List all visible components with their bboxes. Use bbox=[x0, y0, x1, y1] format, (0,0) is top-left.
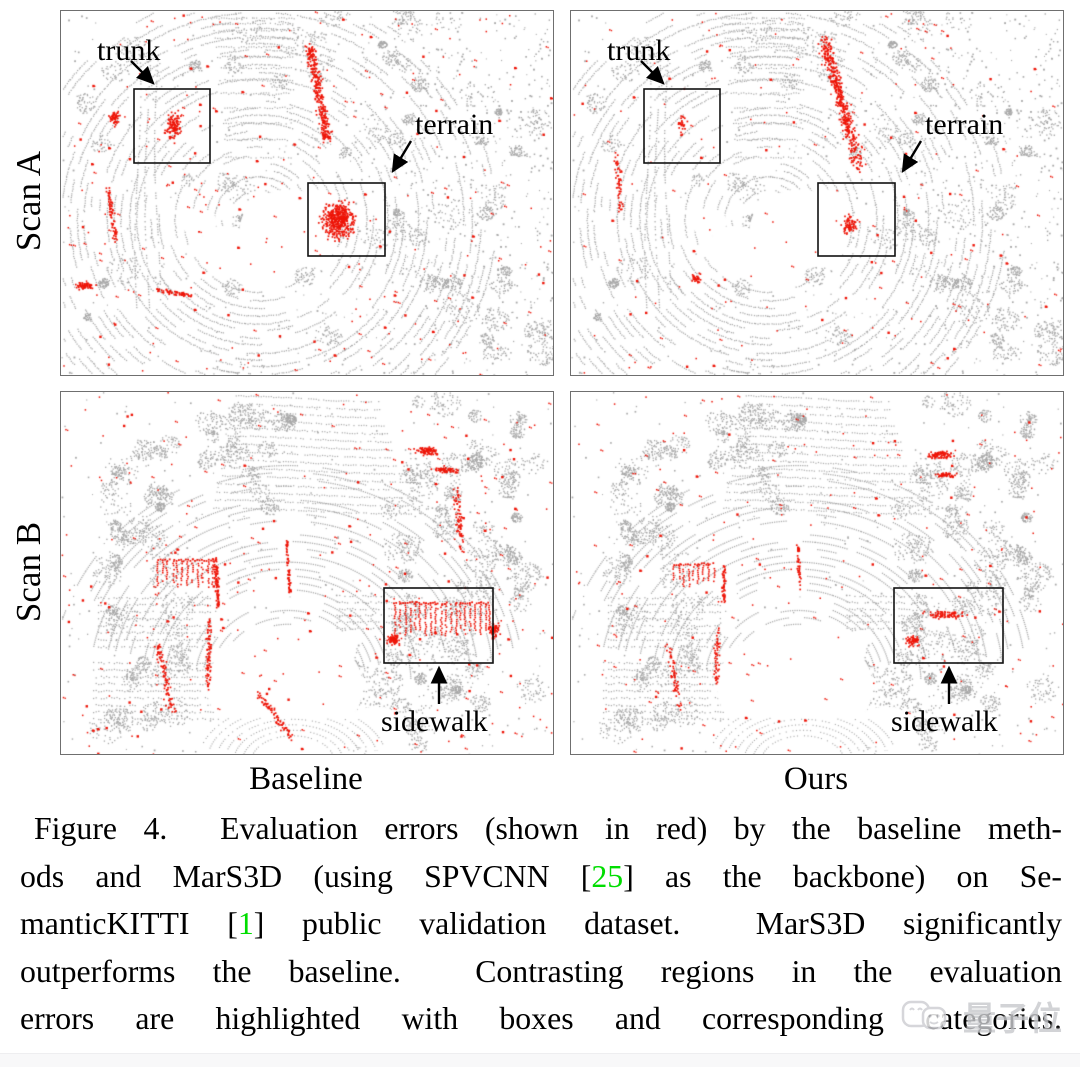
panel-scan-b-ours: sidewalk bbox=[570, 391, 1064, 755]
panel-scan-b-baseline: sidewalk bbox=[60, 391, 554, 755]
annotation-label-terrain: terrain bbox=[415, 108, 494, 141]
row-label-scan-a: Scan A bbox=[9, 150, 48, 252]
caption-text: errors are highlighted with boxes and co… bbox=[20, 1001, 1062, 1037]
annotation-label-sidewalk: sidewalk bbox=[381, 705, 488, 738]
citation-ref-25: 25 bbox=[591, 858, 624, 894]
annotation-label-sidewalk: sidewalk bbox=[891, 705, 998, 738]
caption-text: outperforms the baseline. Contrasting re… bbox=[20, 953, 1062, 989]
caption-text: ] as the backbone) on Se- bbox=[623, 858, 1062, 894]
caption-line-4: outperforms the baseline. Contrasting re… bbox=[20, 948, 1062, 996]
annotation-label-trunk: trunk bbox=[97, 34, 161, 67]
caption-line-2: ods and MarS3D (using SPVCNN [25] as the… bbox=[20, 853, 1062, 901]
point-cloud-canvas-scan-b-ours bbox=[571, 392, 1063, 754]
panel-scan-a-baseline: trunk terrain bbox=[60, 10, 554, 376]
panel-scan-a-ours: trunk terrain bbox=[570, 10, 1064, 376]
figure-caption: Figure 4. Evaluation errors (shown in re… bbox=[20, 805, 1062, 1043]
citation-ref-1: 1 bbox=[237, 906, 254, 942]
caption-line-3: manticKITTI [1] public validation datase… bbox=[20, 900, 1062, 948]
bottom-strip bbox=[0, 1053, 1080, 1067]
column-label-ours: Ours bbox=[783, 761, 849, 797]
column-label-baseline: Baseline bbox=[249, 761, 363, 797]
caption-text: Figure 4. Evaluation errors (shown in re… bbox=[34, 811, 1062, 846]
point-cloud-canvas-scan-b-baseline bbox=[61, 392, 553, 754]
caption-text: ] public validation dataset. MarS3D sign… bbox=[253, 906, 1062, 942]
caption-text: ods and MarS3D (using SPVCNN [ bbox=[20, 858, 592, 894]
row-label-scan-b: Scan B bbox=[9, 521, 48, 623]
caption-text: manticKITTI [ bbox=[20, 906, 238, 942]
annotation-label-terrain: terrain bbox=[925, 108, 1004, 141]
annotation-label-trunk: trunk bbox=[607, 34, 671, 67]
caption-line-5: errors are highlighted with boxes and co… bbox=[20, 995, 1062, 1043]
caption-line-1: Figure 4. Evaluation errors (shown in re… bbox=[20, 805, 1062, 853]
